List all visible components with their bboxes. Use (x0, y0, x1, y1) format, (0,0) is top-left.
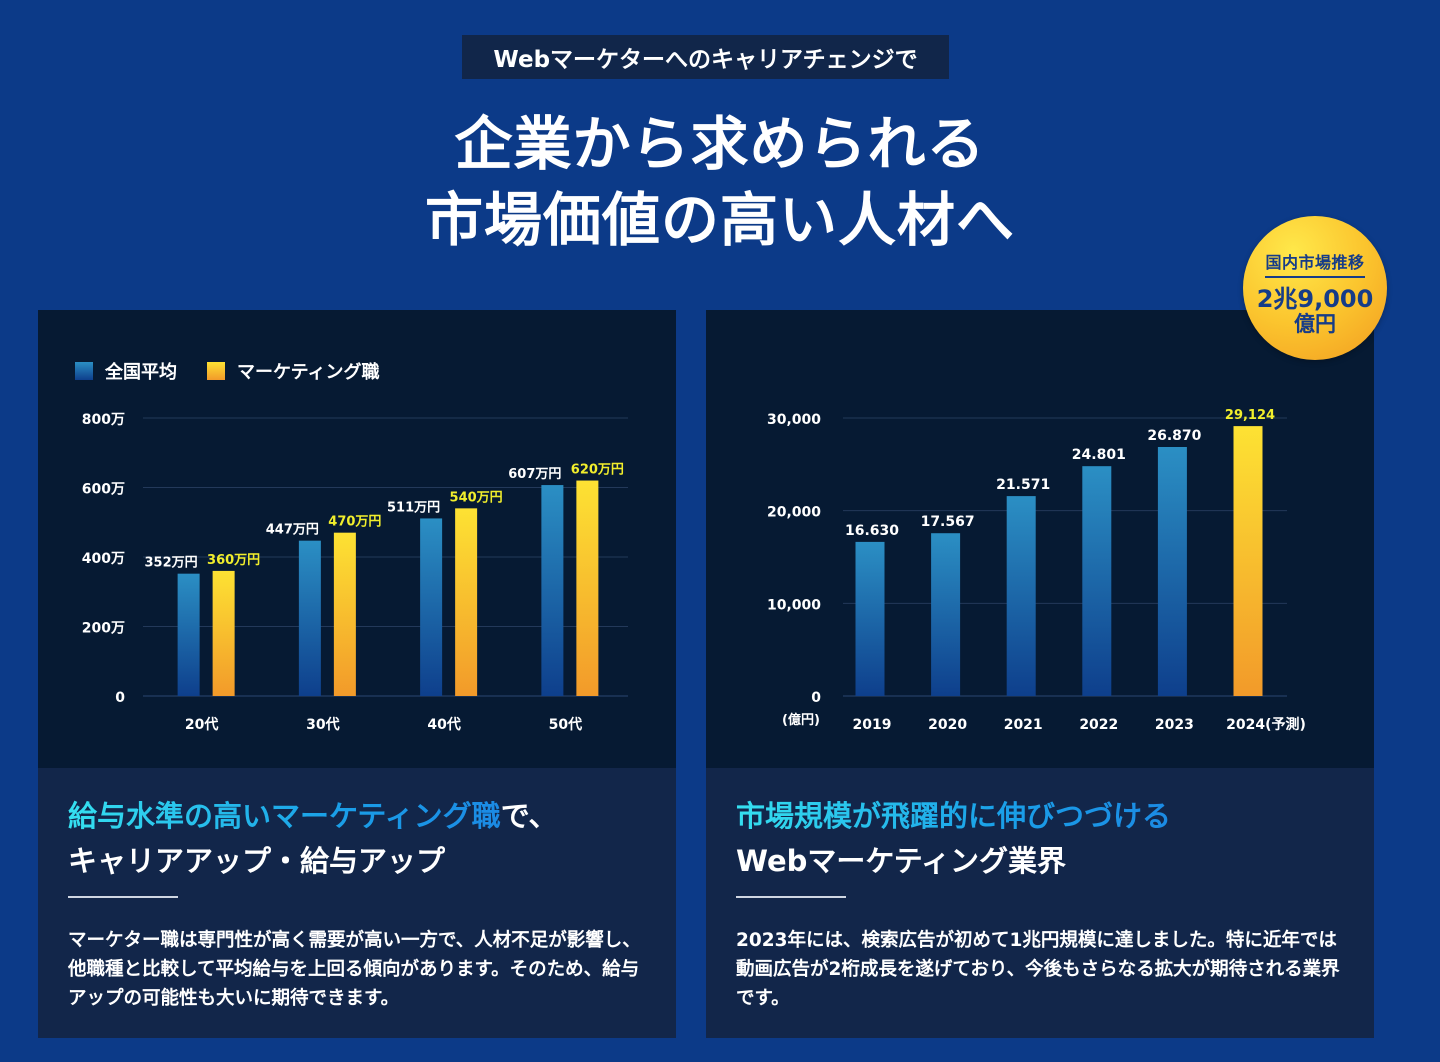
data-label: 511万円 (387, 500, 440, 515)
bar-marketing (333, 532, 356, 696)
bar-national-average (420, 518, 443, 696)
market-title-accent: 市場規模が飛躍的に伸びつづける (736, 799, 1172, 833)
market-bar-chart: 0 10,000 20,000 30,000 (億円) 16.630 2019 17.567 2… (767, 408, 1306, 733)
y-tick-label: 800万 (82, 412, 125, 428)
salary-title-line2: キャリアアップ・給与アップ (68, 844, 446, 878)
y-tick-label: 20,000 (767, 505, 821, 521)
bar-national-average (541, 485, 564, 696)
market-body: 2023年には、検索広告が初めて1兆円規模に達しました。特に近年では動画広告が2… (736, 930, 1340, 1009)
bar-national-average (298, 540, 321, 696)
bar-marketing (455, 508, 478, 696)
data-label: 447万円 (266, 523, 319, 538)
bar-market-size (855, 541, 885, 696)
market-chart: 0 10,000 20,000 30,000 (億円) 16.630 2019 17.567 2… (706, 310, 1374, 768)
legend-item-marketing: マーケティング職 (207, 358, 380, 384)
x-tick-label: 2020 (928, 717, 967, 733)
x-tick-label: 2023 (1155, 717, 1194, 733)
salary-card: 全国平均 マーケティング職 0 200万 400万 600万 800万 352万円 360万… (38, 310, 676, 1038)
bar-market-size (1082, 466, 1112, 696)
page-headline: 企業から求められる 市場価値の高い人材へ (0, 106, 1440, 258)
headline-line-2: 市場価値の高い人材へ (424, 186, 1015, 254)
x-tick-label: 20代 (185, 716, 218, 733)
market-card: 0 10,000 20,000 30,000 (億円) 16.630 2019 17.567 2… (706, 310, 1374, 1038)
bar-market-size (1006, 496, 1036, 696)
y-tick-label: 0 (115, 690, 125, 706)
bar-forecast (1233, 426, 1263, 696)
salary-title: 給与水準の高いマーケティング職で、 キャリアアップ・給与アップ (68, 794, 656, 884)
y-tick-label: 200万 (82, 621, 125, 637)
bar-marketing (576, 480, 599, 696)
legend-swatch-yellow (207, 362, 225, 380)
data-label: 360万円 (207, 553, 260, 568)
x-tick-label: 2024(予測) (1226, 716, 1306, 733)
y-axis-unit: (億円) (782, 712, 820, 728)
data-label: 16.630 (845, 523, 899, 539)
eyebrow-banner: Webマーケターへのキャリアチェンジで (462, 35, 949, 79)
badge-value: 2兆9,000 (1256, 285, 1374, 313)
legend-label: マーケティング職 (237, 362, 380, 383)
badge-unit: 億円 (1294, 312, 1336, 336)
data-label: 607万円 (508, 467, 561, 482)
y-tick-label: 400万 (82, 551, 125, 567)
data-label: 21.571 (996, 477, 1050, 493)
data-label: 24.801 (1072, 447, 1126, 463)
bar-market-size (931, 533, 961, 696)
x-tick-label: 40代 (427, 716, 460, 733)
x-tick-label: 30代 (306, 716, 339, 733)
data-label: 540万円 (450, 490, 503, 505)
salary-title-rest: で、 (500, 799, 558, 833)
data-label: 26.870 (1147, 428, 1201, 444)
title-underline (68, 896, 178, 898)
y-tick-label: 10,000 (767, 597, 821, 613)
legend-swatch-blue (75, 362, 93, 380)
x-tick-label: 50代 (549, 716, 582, 733)
data-label: 352万円 (144, 556, 197, 571)
data-label: 470万円 (328, 515, 381, 530)
data-label: 17.567 (921, 514, 975, 530)
market-size-badge: 国内市場推移 2兆9,000 億円 (1243, 216, 1387, 360)
y-tick-label: 600万 (82, 482, 125, 498)
market-title: 市場規模が飛躍的に伸びつづける Webマーケティング業界 (736, 794, 1354, 884)
x-tick-label: 2021 (1004, 717, 1043, 733)
market-title-line2: Webマーケティング業界 (736, 844, 1067, 878)
bar-marketing (212, 570, 235, 696)
bar-national-average (177, 573, 200, 696)
badge-label: 国内市場推移 (1265, 249, 1365, 278)
data-label: 620万円 (571, 463, 624, 478)
legend-label: 全国平均 (105, 362, 177, 383)
x-tick-label: 2019 (853, 717, 892, 733)
salary-body: マーケター職は専門性が高く需要が高い一方で、人材不足が影響し、他職種と比較して平… (68, 930, 641, 1009)
bar-market-size (1157, 447, 1187, 696)
headline-line-1: 企業から求められる (454, 110, 986, 178)
y-tick-label: 30,000 (767, 412, 821, 428)
y-tick-label: 0 (811, 690, 821, 706)
salary-chart-legend: 全国平均 マーケティング職 (75, 358, 410, 384)
salary-chart: 全国平均 マーケティング職 0 200万 400万 600万 800万 352万円 360万… (38, 310, 676, 768)
legend-item-national-average: 全国平均 (75, 358, 177, 384)
title-underline (736, 896, 846, 898)
market-text: 市場規模が飛躍的に伸びつづける Webマーケティング業界 2023年には、検索広… (736, 794, 1354, 1013)
salary-text: 給与水準の高いマーケティング職で、 キャリアアップ・給与アップ マーケター職は専… (68, 794, 656, 1013)
salary-title-accent: 給与水準の高いマーケティング職 (68, 799, 501, 833)
data-label: 29,124 (1225, 408, 1275, 423)
x-tick-label: 2022 (1079, 717, 1118, 733)
salary-bar-chart: 0 200万 400万 600万 800万 352万円 360万円 20代 447万円 470万円… (82, 412, 628, 733)
